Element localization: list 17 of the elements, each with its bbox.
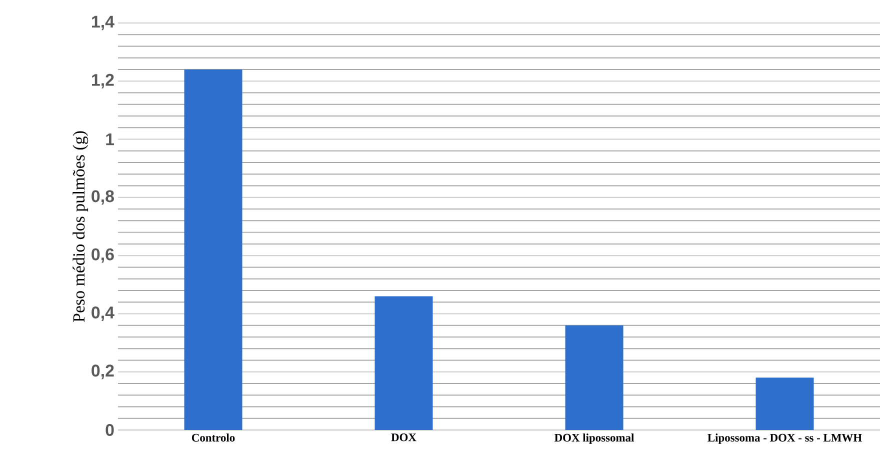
bar	[184, 70, 242, 430]
y-tick-label: 0	[106, 424, 114, 436]
y-tick-label: 0,4	[92, 306, 114, 321]
x-tick-label: DOX lipossomal	[554, 434, 634, 444]
y-tick-label: 1,2	[92, 74, 114, 88]
bar	[565, 325, 624, 430]
y-tick-label: 1	[106, 133, 114, 146]
y-tick-label: 1,4	[92, 16, 114, 30]
bar	[374, 296, 433, 430]
y-tick-label: 0,2	[92, 364, 114, 380]
bar	[756, 378, 814, 430]
y-tick-label: 0,6	[92, 248, 114, 263]
x-tick-label: Lipossoma - DOX - ss - LMWH	[708, 434, 862, 444]
x-tick-label: Controlo	[192, 434, 235, 442]
y-axis-title: Peso médio dos pulmões (g)	[72, 131, 88, 322]
x-tick-label: DOX	[391, 434, 416, 442]
y-tick-label: 0,8	[92, 190, 114, 205]
